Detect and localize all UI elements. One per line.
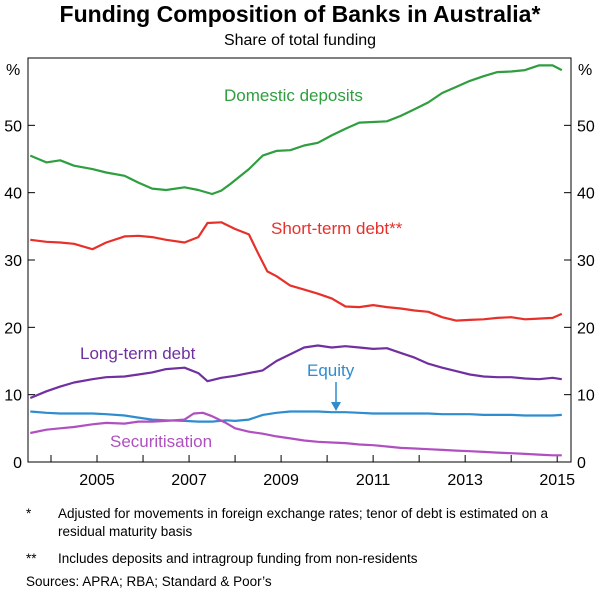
x-tick-label: 2015	[539, 472, 575, 489]
y-tick-label-left: 30	[4, 253, 22, 270]
y-tick-label-left: 20	[4, 320, 22, 337]
x-tick-label: 2009	[263, 472, 299, 489]
footnote-1-mark: *	[26, 506, 32, 521]
series-label-domestic-deposits: Domestic deposits	[224, 86, 363, 105]
x-tick-label: 2007	[171, 472, 207, 489]
y-tick-label-left: 40	[4, 186, 22, 203]
y-tick-label-right: 40	[577, 186, 595, 203]
series-label-securitisation: Securitisation	[110, 432, 212, 451]
series-label-short-term-debt: Short-term debt**	[271, 219, 403, 238]
series-line-domestic-deposits	[29, 64, 563, 196]
x-tick-label: 2005	[79, 472, 115, 489]
series-line-short-term-debt	[30, 221, 563, 322]
series-line-equity	[30, 410, 562, 423]
x-tick-label: 2011	[356, 472, 391, 489]
y-tick-label-left: 10	[4, 388, 22, 405]
y-unit-right: %	[578, 62, 592, 79]
y-tick-label-right: 10	[577, 388, 595, 405]
y-tick-label-right: 20	[577, 320, 595, 337]
y-tick-label-left: 50	[4, 118, 22, 135]
x-tick-label: 2013	[447, 472, 483, 489]
y-unit-left: %	[6, 62, 20, 79]
footnote-1-text: Adjusted for movements in foreign exchan…	[58, 506, 549, 539]
footnote-2-text: Includes deposits and intragroup funding…	[58, 551, 418, 566]
series-label-long-term-debt: Long-term debt	[80, 344, 196, 363]
series-label-equity: Equity	[307, 361, 355, 380]
sources: Sources: APRA; RBA; Standard & Poor’s	[26, 574, 272, 589]
y-tick-label-right: 50	[577, 118, 595, 135]
equity-pointer-arrowhead	[331, 402, 341, 411]
plot-frame	[27, 57, 572, 463]
chart-subtitle: Share of total funding	[223, 32, 377, 49]
y-tick-label-right: 30	[577, 253, 595, 270]
chart-title: Funding Composition of Banks in Australi…	[59, 1, 541, 27]
footnote-2-mark: **	[26, 551, 37, 566]
y-tick-label-right: 0	[577, 455, 586, 472]
series-line-securitisation	[30, 411, 562, 457]
y-tick-label-left: 0	[13, 455, 22, 472]
series-line-long-term-debt	[29, 344, 562, 400]
